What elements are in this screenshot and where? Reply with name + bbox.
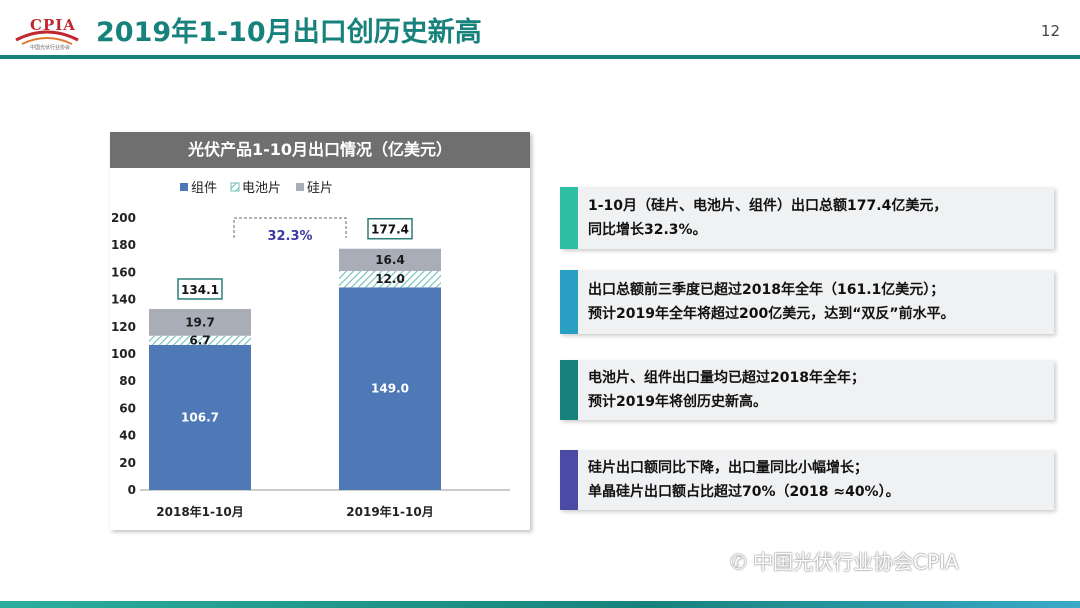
- info-box-accent: [560, 270, 578, 334]
- info-box-accent: [560, 450, 578, 510]
- info-text: 电池片、组件出口量均已超过2018年全年； 预计2019年将创历史新高。: [588, 360, 1046, 420]
- info-box: 电池片、组件出口量均已超过2018年全年； 预计2019年将创历史新高。: [560, 360, 1054, 420]
- info-line: 电池片、组件出口量均已超过2018年全年；: [588, 370, 865, 386]
- info-line: 同比增长32.3%。: [588, 222, 707, 238]
- legend-swatch: [296, 183, 304, 191]
- info-text: 1-10月（硅片、电池片、组件）出口总额177.4亿美元， 同比增长32.3%。: [588, 187, 1046, 249]
- info-line: 单晶硅片出口额占比超过70%（2018 ≈40%）。: [588, 484, 900, 500]
- bar-segment: [149, 308, 251, 336]
- title-divider: [0, 55, 1080, 59]
- data-label: 12.0: [375, 272, 405, 286]
- y-tick-label: 120: [111, 320, 136, 334]
- y-tick-label: 0: [128, 483, 136, 497]
- data-label: 6.7: [189, 333, 210, 347]
- data-label: 106.7: [181, 410, 219, 424]
- y-tick-label: 180: [111, 238, 136, 252]
- info-text: 出口总额前三季度已超过2018年全年（161.1亿美元）； 预计2019年全年将超…: [588, 270, 1046, 334]
- wechat-watermark: ✆ 中国光伏行业协会CPIA: [730, 546, 959, 575]
- bar-segment: [339, 271, 441, 288]
- logo-swoosh-icon: [15, 30, 79, 45]
- info-line: 硅片出口额同比下降，出口量同比小幅增长；: [588, 460, 868, 476]
- total-box: [177, 278, 223, 300]
- data-label: 149.0: [371, 382, 409, 396]
- info-box: 出口总额前三季度已超过2018年全年（161.1亿美元）； 预计2019年全年将超…: [560, 270, 1054, 334]
- cpia-logo: CPIA 中国光伏行业协会: [12, 10, 82, 51]
- y-tick-label: 40: [119, 429, 136, 443]
- growth-label: 32.3%: [267, 229, 312, 244]
- category-label: 2019年1-10月: [346, 504, 433, 519]
- legend-label: 组件: [191, 181, 217, 196]
- info-box: 1-10月（硅片、电池片、组件）出口总额177.4亿美元， 同比增长32.3%。: [560, 187, 1054, 249]
- bar-segment: [149, 335, 251, 345]
- y-tick-label: 160: [111, 265, 136, 279]
- y-tick-label: 140: [111, 293, 136, 307]
- total-label: 134.1: [181, 283, 219, 297]
- data-label: 16.4: [375, 253, 405, 267]
- logo-text: CPIA: [30, 16, 76, 34]
- export-bar-chart: 0 20 40 60 80 100 120 140 160 180 200 106.7 6.7 19.7…: [111, 181, 510, 519]
- total-label: 177.4: [371, 223, 409, 237]
- info-line: 预计2019年将创历史新高。: [588, 394, 767, 410]
- legend-label: 硅片: [307, 181, 333, 196]
- legend-swatch: [180, 183, 188, 191]
- data-label: 19.7: [185, 315, 215, 329]
- info-line: 预计2019年全年将超过200亿美元，达到“双反”前水平。: [588, 306, 955, 322]
- bar-segment: [339, 287, 441, 490]
- bar-segment: [339, 248, 441, 272]
- category-label: 2018年1-10月: [156, 504, 243, 519]
- legend-swatch: [230, 182, 240, 192]
- page-number: 12: [1040, 22, 1060, 40]
- y-tick-label: 100: [111, 347, 136, 361]
- info-box-accent: [560, 360, 578, 420]
- y-tick-label: 60: [119, 401, 136, 415]
- wechat-icon: ✆: [730, 550, 747, 574]
- chart-title: 光伏产品1-10月出口情况（亿美元）: [110, 132, 530, 168]
- growth-bracket: [233, 217, 347, 238]
- footer-bar: [0, 601, 1080, 608]
- info-line: 1-10月（硅片、电池片、组件）出口总额177.4亿美元，: [588, 198, 948, 214]
- info-box-accent: [560, 187, 578, 249]
- page-title: 2019年1-10月出口创历史新高: [96, 17, 482, 48]
- legend-label: 电池片: [242, 181, 281, 196]
- info-box: 硅片出口额同比下降，出口量同比小幅增长； 单晶硅片出口额占比超过70%（2018 …: [560, 450, 1054, 510]
- total-box: [367, 217, 413, 240]
- y-tick-label: 20: [119, 456, 136, 470]
- logo-subtext: 中国光伏行业协会: [30, 45, 71, 51]
- y-tick-label: 200: [111, 211, 136, 225]
- info-line: 出口总额前三季度已超过2018年全年（161.1亿美元）；: [588, 282, 945, 298]
- y-tick-label: 80: [119, 374, 136, 388]
- bar-segment: [149, 344, 251, 490]
- watermark-text: 中国光伏行业协会CPIA: [753, 550, 959, 574]
- info-text: 硅片出口额同比下降，出口量同比小幅增长； 单晶硅片出口额占比超过70%（2018 …: [588, 450, 1046, 510]
